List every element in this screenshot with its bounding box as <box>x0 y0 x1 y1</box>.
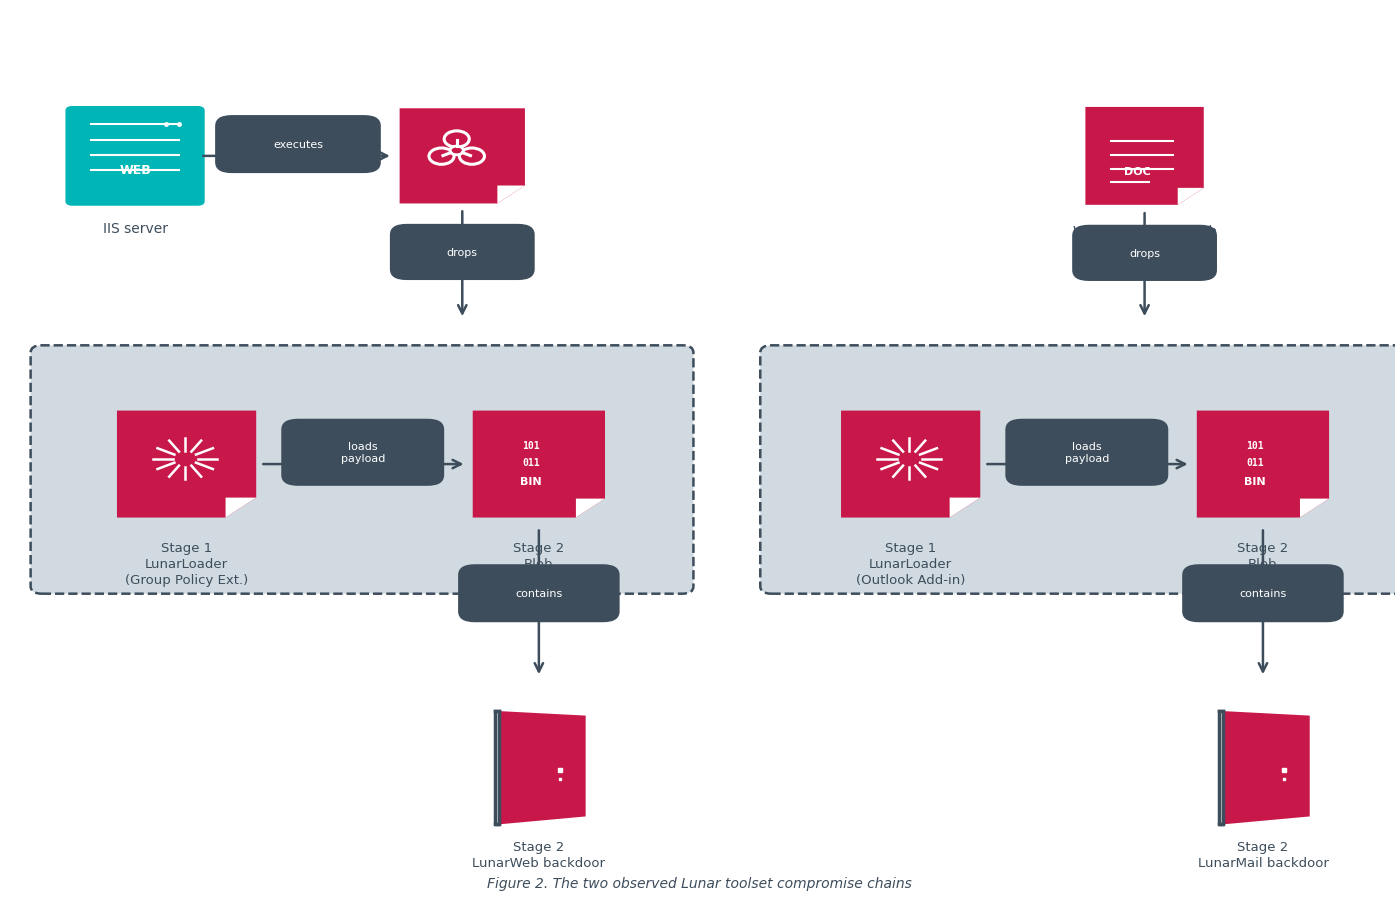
Polygon shape <box>1085 107 1204 206</box>
Text: Stage 1
LunarLoader
(Outlook Add-in): Stage 1 LunarLoader (Outlook Add-in) <box>856 541 966 587</box>
Text: contains: contains <box>1239 589 1286 599</box>
Text: drops: drops <box>1130 249 1160 259</box>
FancyBboxPatch shape <box>761 346 1398 594</box>
Polygon shape <box>949 498 980 518</box>
Circle shape <box>871 434 948 485</box>
Polygon shape <box>225 498 256 518</box>
Text: Word document with
malicious macro: Word document with malicious macro <box>1072 225 1216 256</box>
Polygon shape <box>842 411 980 518</box>
FancyBboxPatch shape <box>1072 226 1218 281</box>
Text: BIN: BIN <box>520 476 542 486</box>
Text: IIS server: IIS server <box>102 222 168 236</box>
Text: Stage 2
LunarMail backdoor: Stage 2 LunarMail backdoor <box>1198 840 1328 869</box>
FancyBboxPatch shape <box>1183 565 1343 622</box>
Polygon shape <box>1197 411 1329 518</box>
Text: loads: loads <box>1072 442 1102 452</box>
Circle shape <box>147 434 224 485</box>
Text: Figure 2. The two observed Lunar toolset compromise chains: Figure 2. The two observed Lunar toolset… <box>487 876 911 890</box>
Polygon shape <box>1223 711 1310 824</box>
Text: payload: payload <box>341 454 384 464</box>
Polygon shape <box>576 499 605 518</box>
Text: 011: 011 <box>521 457 540 467</box>
Circle shape <box>450 147 463 156</box>
Text: Malicious
ASP.NET page: Malicious ASP.NET page <box>414 225 510 256</box>
Text: Stage 2
Blob: Stage 2 Blob <box>513 541 565 570</box>
Text: DOC: DOC <box>1124 167 1151 177</box>
Text: Stage 2
LunarWeb backdoor: Stage 2 LunarWeb backdoor <box>473 840 605 869</box>
Polygon shape <box>1300 499 1329 518</box>
Polygon shape <box>498 187 524 204</box>
Text: WEB: WEB <box>119 164 151 177</box>
Text: 101: 101 <box>1246 440 1264 450</box>
Text: drops: drops <box>447 248 478 258</box>
Text: 011: 011 <box>1246 457 1264 467</box>
Text: contains: contains <box>516 589 562 599</box>
Polygon shape <box>499 711 586 824</box>
FancyBboxPatch shape <box>66 107 204 207</box>
Polygon shape <box>117 411 256 518</box>
Text: executes: executes <box>273 140 323 150</box>
Text: payload: payload <box>1065 454 1109 464</box>
Polygon shape <box>400 109 524 204</box>
Text: 101: 101 <box>521 440 540 450</box>
Polygon shape <box>1177 189 1204 206</box>
FancyBboxPatch shape <box>459 565 619 622</box>
Text: loads: loads <box>348 442 377 452</box>
FancyBboxPatch shape <box>390 225 534 281</box>
Text: Stage 2
Blob: Stage 2 Blob <box>1237 541 1289 570</box>
FancyBboxPatch shape <box>215 116 380 174</box>
Polygon shape <box>473 411 605 518</box>
Text: Stage 1
LunarLoader
(Group Policy Ext.): Stage 1 LunarLoader (Group Policy Ext.) <box>124 541 249 587</box>
FancyBboxPatch shape <box>31 346 693 594</box>
FancyBboxPatch shape <box>281 419 445 486</box>
Text: BIN: BIN <box>1244 476 1265 486</box>
FancyBboxPatch shape <box>1005 419 1169 486</box>
